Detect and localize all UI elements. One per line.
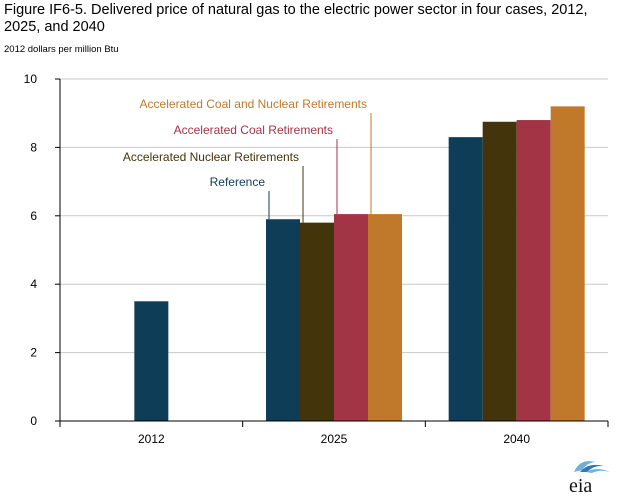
y-tick-label: 0 xyxy=(30,414,37,428)
y-tick-label: 8 xyxy=(30,140,37,154)
axes xyxy=(55,78,609,427)
chart-title: Figure IF6-5. Delivered price of natural… xyxy=(4,2,588,35)
bar xyxy=(516,120,551,421)
bar xyxy=(266,219,300,421)
y-tick-label: 2 xyxy=(30,346,37,360)
annotation-label: Accelerated Coal Retirements xyxy=(174,123,333,137)
annotation-label: Accelerated Nuclear Retirements xyxy=(123,150,299,164)
x-tick-label: 2040 xyxy=(503,432,530,446)
bar xyxy=(334,214,368,421)
annotation-label: Accelerated Coal and Nuclear Retirements xyxy=(140,97,367,111)
y-tick-label: 10 xyxy=(24,72,38,86)
bar xyxy=(134,301,169,421)
bars xyxy=(134,106,585,422)
bar xyxy=(300,222,334,421)
logo-text: eia xyxy=(569,475,592,496)
bar xyxy=(482,121,517,421)
y-tick-label: 6 xyxy=(30,209,37,223)
bar xyxy=(448,137,483,421)
units-label: 2012 dollars per million Btu xyxy=(4,44,119,55)
eia-logo: eia xyxy=(569,461,610,496)
annotation-label: Reference xyxy=(210,175,266,189)
bar xyxy=(550,106,585,422)
x-tick-labels: 2012 2025 2040 xyxy=(138,432,530,446)
y-tick-labels: 0 2 4 6 8 10 xyxy=(24,72,38,428)
x-tick-label: 2025 xyxy=(321,432,348,446)
y-tick-label: 4 xyxy=(30,277,37,291)
bar xyxy=(368,214,402,421)
annotations: Reference Accelerated Nuclear Retirements… xyxy=(123,97,372,223)
x-tick-label: 2012 xyxy=(138,432,165,446)
